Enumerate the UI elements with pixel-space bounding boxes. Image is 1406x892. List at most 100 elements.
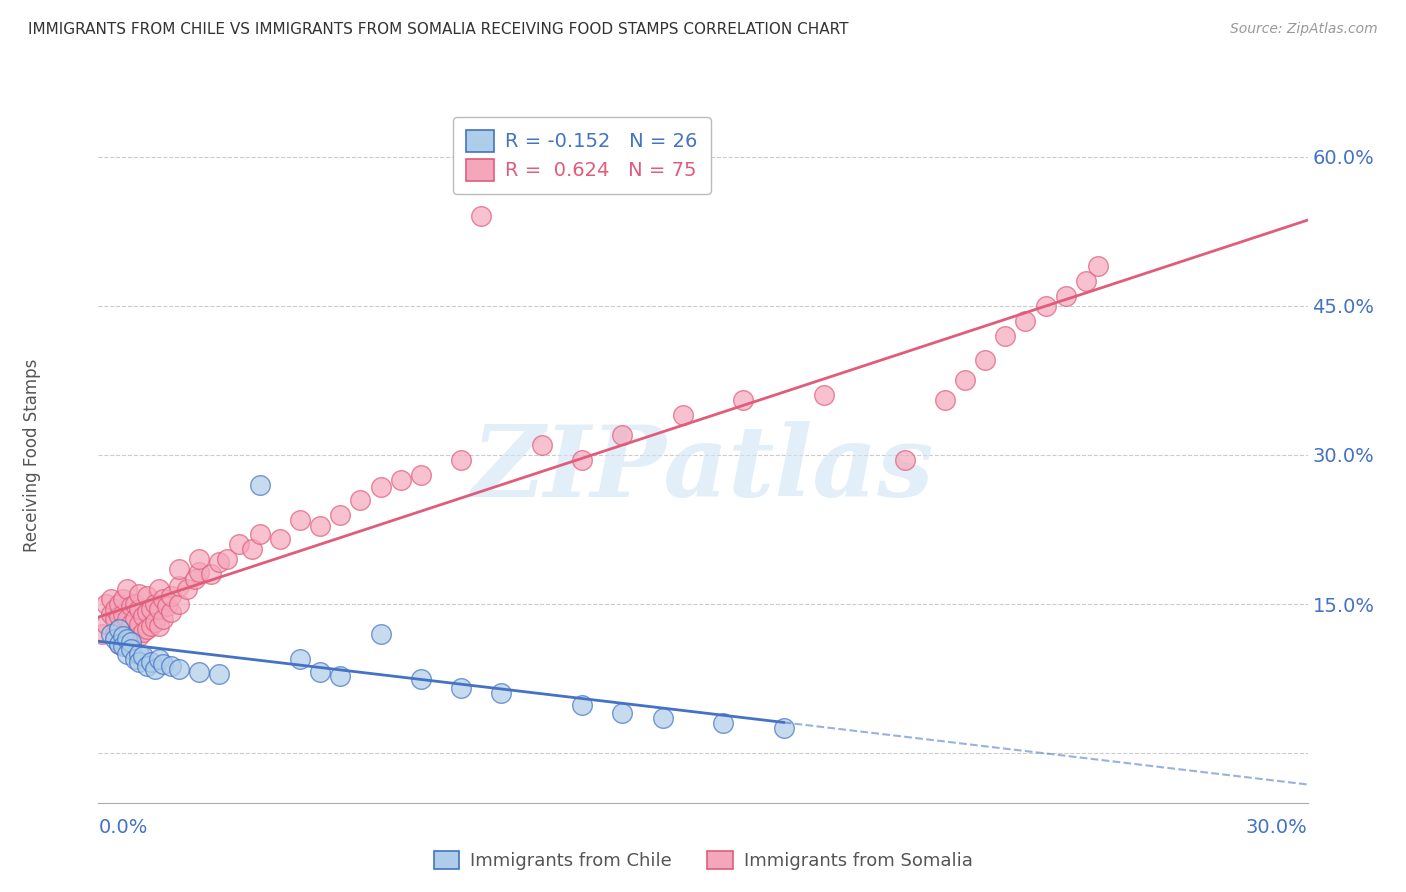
Point <box>124 651 146 665</box>
Point <box>100 607 122 621</box>
Point <box>228 537 250 551</box>
Point <box>132 648 155 663</box>
Point <box>160 605 183 619</box>
Point <box>124 597 146 611</box>
Point <box>120 632 142 646</box>
Point <box>176 582 198 596</box>
Point <box>107 609 129 624</box>
Point <box>208 666 231 681</box>
Point <box>612 706 634 721</box>
Point <box>217 552 239 566</box>
Point <box>370 480 392 494</box>
Point <box>152 657 174 671</box>
Point <box>103 627 125 641</box>
Point <box>135 589 157 603</box>
Point <box>115 582 138 596</box>
Point <box>409 467 432 482</box>
Point <box>893 453 915 467</box>
Point <box>188 565 211 579</box>
Point <box>103 612 125 626</box>
Text: IMMIGRANTS FROM CHILE VS IMMIGRANTS FROM SOMALIA RECEIVING FOOD STAMPS CORRELATI: IMMIGRANTS FROM CHILE VS IMMIGRANTS FROM… <box>28 22 849 37</box>
Point <box>128 647 150 661</box>
Text: ZIPatlas: ZIPatlas <box>472 421 934 517</box>
Text: Receiving Food Stamps: Receiving Food Stamps <box>22 359 41 551</box>
Point <box>132 609 155 624</box>
Point <box>450 453 472 467</box>
Point <box>148 619 170 633</box>
Point <box>772 721 794 735</box>
Point <box>651 711 673 725</box>
Point <box>470 210 492 224</box>
Point <box>120 634 142 648</box>
Point <box>269 533 291 547</box>
Point <box>107 637 129 651</box>
Point <box>111 619 134 633</box>
Point <box>148 582 170 596</box>
Point <box>612 428 634 442</box>
Point <box>135 658 157 673</box>
Point <box>124 627 146 641</box>
Point <box>249 477 271 491</box>
Point <box>111 592 134 607</box>
Point <box>309 665 332 679</box>
Point <box>349 492 371 507</box>
Point <box>143 597 166 611</box>
Legend: Immigrants from Chile, Immigrants from Somalia: Immigrants from Chile, Immigrants from S… <box>426 844 980 877</box>
Point <box>167 662 190 676</box>
Point <box>152 592 174 607</box>
Point <box>813 388 835 402</box>
Point <box>156 599 179 613</box>
Point <box>994 328 1017 343</box>
Point <box>135 622 157 636</box>
Point <box>329 668 352 682</box>
Point <box>128 587 150 601</box>
Point <box>934 393 956 408</box>
Point <box>167 579 190 593</box>
Point <box>120 616 142 631</box>
Point <box>111 629 134 643</box>
Point <box>128 655 150 669</box>
Point <box>96 597 118 611</box>
Point <box>208 555 231 569</box>
Point <box>148 602 170 616</box>
Point <box>240 542 263 557</box>
Point <box>530 438 553 452</box>
Point <box>132 624 155 639</box>
Point <box>148 651 170 665</box>
Point <box>188 665 211 679</box>
Point <box>152 612 174 626</box>
Point <box>111 639 134 653</box>
Point <box>120 641 142 656</box>
Point <box>107 622 129 636</box>
Text: 0.0%: 0.0% <box>98 818 148 837</box>
Point <box>115 632 138 646</box>
Point <box>200 567 222 582</box>
Point <box>103 602 125 616</box>
Point <box>107 637 129 651</box>
Point <box>143 662 166 676</box>
Point <box>974 353 997 368</box>
Point <box>91 627 114 641</box>
Point <box>288 512 311 526</box>
Point <box>711 716 734 731</box>
Point <box>571 698 593 713</box>
Point <box>571 453 593 467</box>
Point <box>1087 259 1109 273</box>
Point <box>1054 289 1077 303</box>
Point <box>115 647 138 661</box>
Point <box>1014 314 1036 328</box>
Point <box>288 651 311 665</box>
Point <box>1074 274 1097 288</box>
Point <box>160 658 183 673</box>
Point <box>953 373 976 387</box>
Point <box>370 627 392 641</box>
Point <box>135 605 157 619</box>
Point <box>111 607 134 621</box>
Point <box>491 686 513 700</box>
Point <box>160 589 183 603</box>
Point <box>115 612 138 626</box>
Point <box>139 602 162 616</box>
Point <box>128 602 150 616</box>
Point <box>409 672 432 686</box>
Text: 30.0%: 30.0% <box>1246 818 1308 837</box>
